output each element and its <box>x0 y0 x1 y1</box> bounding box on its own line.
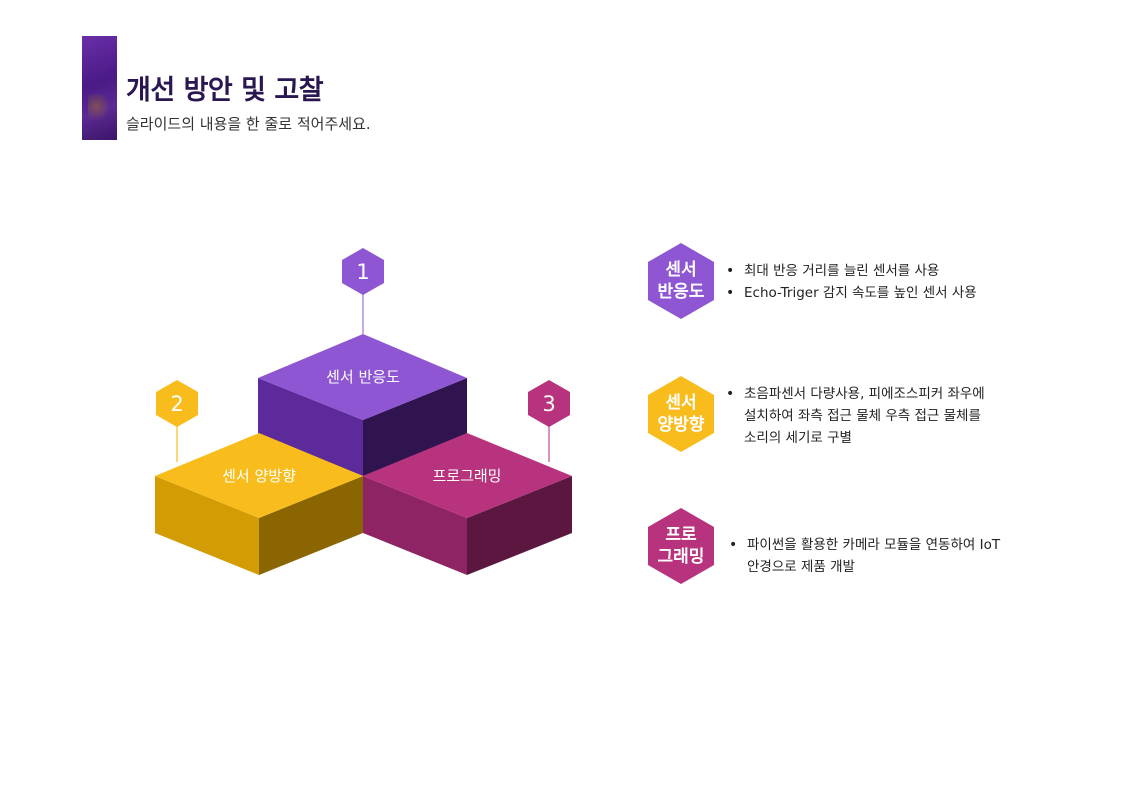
block-label-2: 센서 양방향 <box>222 467 296 485</box>
detail-label-sensor-response: 센서 반응도 <box>657 260 705 302</box>
block-sensor-bidirectional <box>155 433 363 575</box>
detail-list-sensor-bidirectional: 초음파센서 다량사용, 피에조스피커 좌우에 설치하여 좌측 접근 물체 우측 … <box>724 383 985 449</box>
badge-number-1: 1 <box>356 260 369 284</box>
list-item: 파이썬을 활용한 카메라 모듈을 연동하여 IoT 안경으로 제품 개발 <box>727 534 1000 578</box>
detail-list-programming: 파이썬을 활용한 카메라 모듈을 연동하여 IoT 안경으로 제품 개발 <box>727 534 1000 578</box>
block-programming <box>363 433 572 575</box>
detail-label-programming: 프로 그래밍 <box>657 525 705 567</box>
detail-hexagon-2 <box>648 376 714 452</box>
number-badge-1: 1 <box>342 248 384 295</box>
page-title: 개선 방안 및 고찰 <box>126 75 324 106</box>
bullet-text: 초음파센서 다량사용, 피에조스피커 좌우에 설치하여 좌측 접근 물체 우측 … <box>744 386 985 446</box>
page-subtitle: 슬라이드의 내용을 한 줄로 적어주세요. <box>126 115 371 133</box>
badge-number-3: 3 <box>542 392 555 416</box>
number-badge-2: 2 <box>156 380 198 427</box>
list-item: Echo-Triger 감지 속도를 높인 센서 사용 <box>724 282 977 304</box>
block-sensor-response <box>258 334 467 476</box>
bullet-text: 최대 반응 거리를 늘린 센서를 사용 <box>744 263 940 279</box>
detail-hexagon-1 <box>648 243 714 319</box>
list-item: 초음파센서 다량사용, 피에조스피커 좌우에 설치하여 좌측 접근 물체 우측 … <box>724 383 985 449</box>
detail-list-sensor-response: 최대 반응 거리를 늘린 센서를 사용 Echo-Triger 감지 속도를 높… <box>724 260 977 304</box>
detail-hexagon-3 <box>648 508 714 584</box>
list-item: 최대 반응 거리를 늘린 센서를 사용 <box>724 260 977 282</box>
bullet-text: Echo-Triger 감지 속도를 높인 센서 사용 <box>744 285 977 301</box>
detail-label-sensor-bidirectional: 센서 양방향 <box>657 393 705 435</box>
block-label-3: 프로그래밍 <box>432 467 501 485</box>
title-accent-bar <box>82 36 117 140</box>
bullet-text: 파이썬을 활용한 카메라 모듈을 연동하여 IoT 안경으로 제품 개발 <box>747 537 1001 575</box>
block-label-1: 센서 반응도 <box>326 368 400 386</box>
number-badge-3: 3 <box>528 380 570 427</box>
badge-number-2: 2 <box>170 392 183 416</box>
